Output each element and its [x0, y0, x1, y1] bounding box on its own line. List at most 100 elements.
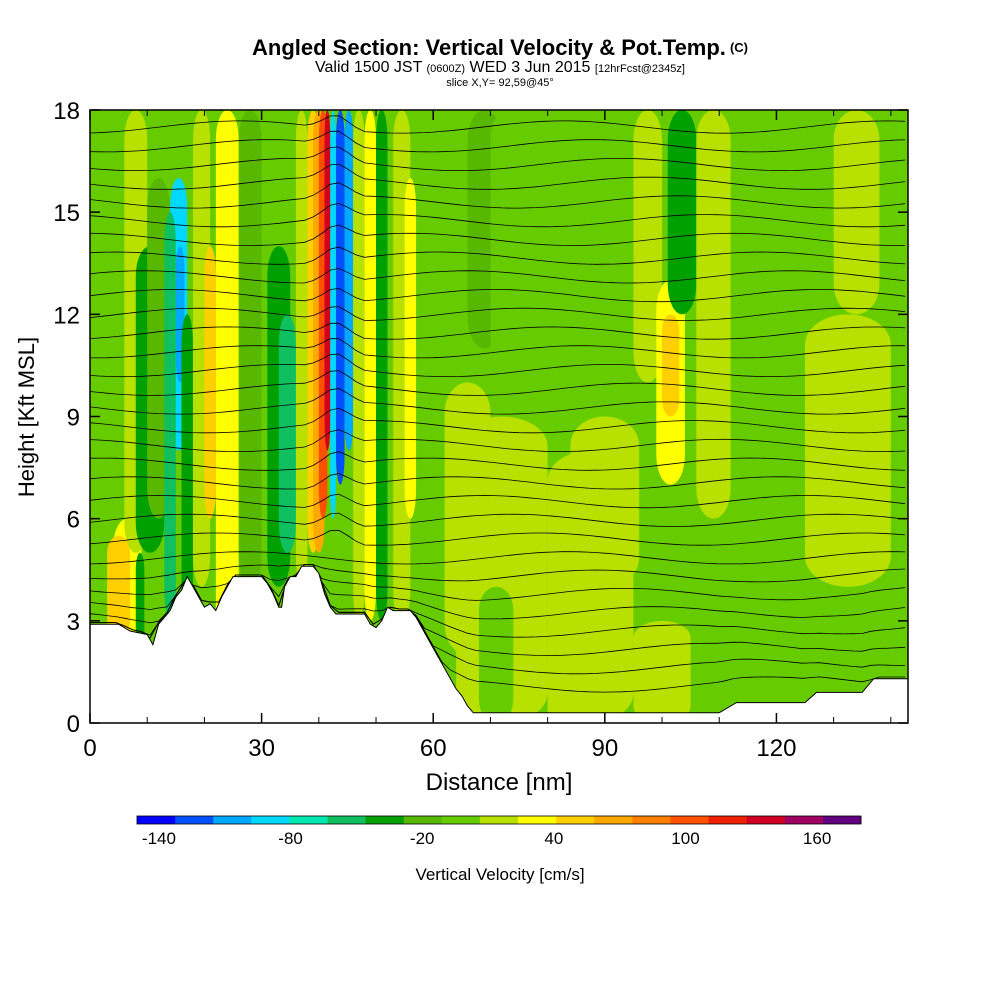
x-tick-label: 0: [83, 735, 96, 762]
velocity-streak: [570, 416, 640, 587]
colorbar-swatch: [784, 816, 824, 824]
isentrope-line: [90, 564, 906, 583]
colorbar-swatch: [175, 816, 214, 824]
velocity-streak: [107, 535, 131, 638]
colorbar: -140 -80 -20 40 100 160: [136, 815, 862, 848]
y-tick-label: 0: [67, 711, 80, 738]
isentrope-line: [90, 115, 906, 134]
isentrope-line: [90, 224, 906, 246]
colorbar-swatch: [213, 816, 252, 824]
colorbar-swatch: [518, 816, 557, 824]
isentrope-line: [90, 473, 906, 490]
terrain-profile: [90, 565, 908, 723]
velocity-streak: [353, 110, 365, 621]
velocity-streak: [215, 110, 239, 655]
colorbar-swatch: [289, 816, 329, 824]
chart-title: Angled Section: Vertical Velocity & Pot.…: [0, 36, 1000, 60]
x-tick-label: 90: [591, 735, 618, 762]
isentrope-line: [90, 388, 906, 415]
colorbar-swatch: [632, 816, 671, 824]
isentrope-line: [90, 370, 906, 396]
y-tick-label: 9: [67, 405, 80, 432]
isentrope-line: [90, 322, 906, 340]
isentrope-line: [90, 246, 906, 265]
velocity-streak: [547, 654, 594, 723]
plot-area: [90, 110, 908, 723]
chart-title-block: Angled Section: Vertical Velocity & Pot.…: [0, 36, 1000, 90]
x-tick-label: 60: [420, 735, 447, 762]
colorbar-swatch: [746, 816, 786, 824]
colorbar-swatch: [594, 816, 633, 824]
subtitle-forecast: [12hrFcst@2345z]: [594, 63, 685, 75]
isentrope-line: [90, 451, 906, 471]
potential-temperature-contours: [90, 115, 906, 693]
colorbar-swatch: [365, 816, 405, 824]
velocity-streak: [238, 110, 262, 587]
velocity-streak: [633, 620, 691, 723]
colorbar-tick-label: -140: [142, 829, 176, 848]
velocity-streak: [376, 110, 388, 621]
velocity-streak: [404, 178, 417, 519]
velocity-streak: [278, 314, 296, 553]
y-axis-label: Height [Kft MSL]: [14, 337, 39, 497]
isentrope-line: [90, 182, 906, 209]
velocity-streak: [295, 110, 308, 587]
isentrope-line: [90, 130, 906, 153]
isentrope-line: [90, 564, 906, 601]
colorbar-swatch: [137, 816, 176, 824]
velocity-streak: [344, 110, 354, 451]
velocity-streak: [324, 110, 331, 451]
velocity-streak: [421, 280, 445, 621]
velocity-streak: [662, 314, 680, 417]
velocity-streak: [164, 212, 176, 621]
y-tick-label: 3: [67, 609, 80, 636]
subtitle-utc-time: (0600Z): [426, 63, 466, 75]
y-tick-label: 18: [53, 98, 80, 125]
y-tick-label: 6: [67, 507, 80, 534]
colorbar-tick-label: -80: [278, 829, 303, 848]
isentrope-line: [90, 163, 906, 190]
y-tick-label: 12: [53, 302, 80, 329]
colorbar-tick-label: -20: [410, 829, 435, 848]
isentrope-line: [90, 407, 906, 434]
velocity-streak: [181, 314, 193, 621]
isentrope-line: [90, 288, 906, 303]
colorbar-tick-label: 160: [803, 829, 831, 848]
colorbar-swatch: [327, 816, 367, 824]
isentrope-line: [90, 353, 906, 378]
subtitle-valid-time: Valid 1500 JST: [315, 59, 423, 76]
isentrope-line: [90, 202, 906, 228]
isentrope-line: [90, 306, 906, 321]
isentrope-line: [90, 268, 906, 284]
velocity-streak: [667, 110, 697, 315]
subtitle-date: WED 3 Jun 2015: [469, 59, 591, 76]
x-axis-label: Distance [nm]: [426, 769, 573, 796]
axes: 0 30 60 90 120 0 3 6 9 12 15 18: [53, 98, 908, 762]
y-tick-label: 15: [53, 200, 80, 227]
velocity-streak: [478, 586, 514, 723]
colorbar-frame: [136, 815, 862, 825]
velocity-streak: [330, 110, 336, 519]
velocity-streak: [490, 110, 525, 383]
colorbar-swatch: [403, 816, 443, 824]
velocity-streak: [364, 110, 377, 621]
colorbar-swatch: [441, 816, 481, 824]
isentrope-line: [90, 493, 906, 509]
isentrope-line: [90, 564, 906, 620]
colorbar-swatch: [670, 816, 710, 824]
isentrope-line: [90, 551, 906, 565]
isentrope-line: [90, 338, 906, 359]
colorbar-label: Vertical Velocity [cm/s]: [415, 865, 584, 884]
x-tick-label: 120: [756, 735, 796, 762]
title-main: Angled Section: Vertical Velocity & Pot.…: [252, 35, 726, 60]
velocity-field-streaks: [90, 110, 891, 723]
x-tick-label: 30: [248, 735, 275, 762]
subtitle-slice: slice X,Y= 92,59@45°: [446, 77, 554, 89]
velocity-streak: [633, 110, 663, 383]
colorbar-swatch: [708, 816, 748, 824]
colorbar-swatch: [251, 816, 290, 824]
velocity-streak: [696, 110, 731, 519]
colorbar-swatch: [556, 816, 595, 824]
colorbar-swatch: [479, 816, 519, 824]
